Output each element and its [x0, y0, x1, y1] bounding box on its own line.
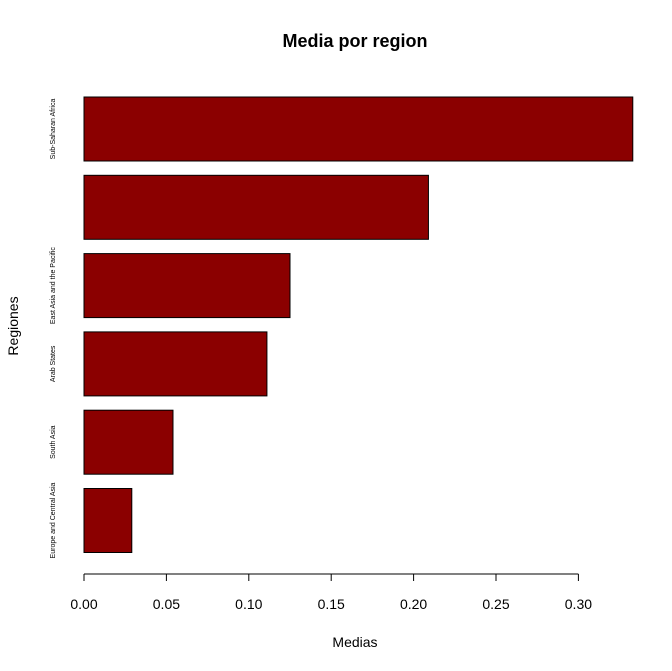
x-tick-label-6: 0.30	[565, 596, 592, 612]
category-label-0: Sub-Saharan Africa	[50, 99, 57, 160]
category-label-2: East Asia and the Pacific	[50, 247, 57, 325]
x-axis: 0.00 0.05 0.10 0.15 0.20 0.25 0.30	[70, 573, 592, 612]
bar-3	[83, 331, 268, 397]
y-axis-title: Regiones	[5, 296, 21, 355]
category-label-3: Arab States	[50, 345, 57, 382]
x-tick-label-3: 0.15	[318, 596, 345, 612]
bar-0	[83, 96, 634, 162]
x-tick-label-0: 0.00	[70, 596, 97, 612]
x-tick-label-4: 0.20	[400, 596, 427, 612]
bar-4	[83, 409, 174, 475]
chart-title: Media por region	[282, 31, 427, 51]
bar-5	[83, 488, 133, 553]
x-axis-title: Medias	[332, 634, 377, 650]
x-tick-label-5: 0.25	[482, 596, 509, 612]
bars-group	[83, 96, 634, 553]
x-tick-label-2: 0.10	[235, 596, 262, 612]
category-label-5: Europe and Central Asia	[50, 482, 57, 558]
x-tick-label-1: 0.05	[153, 596, 180, 612]
bar-2	[83, 253, 291, 319]
category-labels: Sub-Saharan Africa East Asia and the Paci…	[50, 99, 57, 559]
category-label-4: South Asia	[50, 425, 57, 459]
bar-1	[83, 174, 429, 240]
